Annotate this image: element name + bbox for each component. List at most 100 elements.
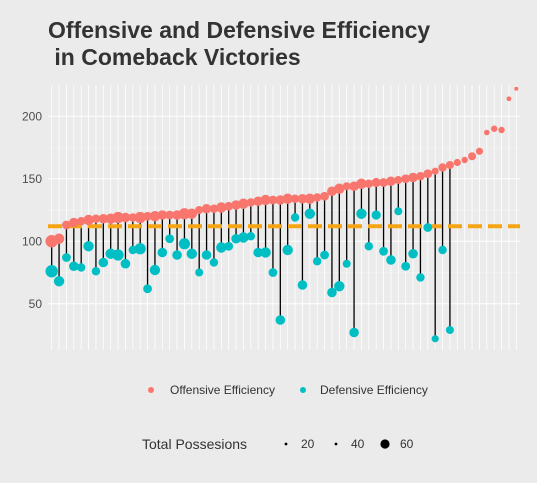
offensive-point bbox=[216, 202, 227, 213]
offensive-point bbox=[76, 217, 86, 226]
legend: Offensive Efficiency Defensive Efficiency… bbox=[142, 383, 428, 452]
offensive-point bbox=[386, 176, 396, 187]
defensive-point bbox=[423, 223, 433, 232]
defensive-point bbox=[394, 207, 403, 216]
defensive-point bbox=[386, 255, 396, 265]
defensive-point bbox=[342, 259, 351, 268]
defensive-point bbox=[327, 287, 337, 298]
size-legend-title: Total Possesions bbox=[142, 436, 247, 452]
defensive-point bbox=[209, 258, 219, 267]
offensive-point bbox=[165, 210, 175, 220]
defensive-point bbox=[282, 244, 293, 256]
y-tick-label: 100 bbox=[22, 234, 42, 248]
offensive-point bbox=[468, 152, 477, 161]
defensive-point bbox=[253, 247, 263, 258]
defensive-point bbox=[224, 241, 234, 251]
defensive-point bbox=[195, 268, 204, 277]
size-legend-key bbox=[334, 442, 338, 446]
offensive-point bbox=[195, 206, 204, 214]
defensive-point bbox=[216, 242, 227, 253]
defensive-point bbox=[201, 250, 212, 260]
defensive-point bbox=[134, 243, 146, 255]
defensive-point bbox=[45, 265, 58, 278]
offensive-point bbox=[334, 183, 345, 194]
offensive-point bbox=[186, 208, 198, 219]
defensive-point bbox=[431, 335, 439, 343]
defensive-point bbox=[238, 232, 249, 243]
defensive-point bbox=[53, 276, 65, 287]
offensive-point bbox=[438, 163, 447, 172]
defensive-point bbox=[334, 281, 345, 292]
offensive-point bbox=[498, 126, 505, 134]
size-legend-label: 20 bbox=[301, 437, 315, 451]
defensive-point bbox=[349, 327, 359, 338]
offensive-point bbox=[157, 210, 168, 220]
defensive-point bbox=[143, 284, 152, 294]
size-legend-label: 40 bbox=[351, 437, 365, 451]
offensive-point bbox=[91, 214, 101, 223]
defensive-point bbox=[297, 280, 308, 290]
offensive-point bbox=[53, 233, 65, 244]
offensive-point bbox=[379, 178, 388, 187]
offensive-point bbox=[342, 182, 351, 191]
offensive-point bbox=[445, 161, 454, 169]
offensive-point bbox=[461, 156, 468, 164]
offensive-point bbox=[453, 158, 461, 167]
offensive-point bbox=[371, 177, 381, 188]
defensive-point bbox=[120, 258, 131, 269]
offensive-point bbox=[143, 211, 152, 221]
defensive-point bbox=[312, 257, 322, 266]
defensive-point bbox=[246, 232, 256, 241]
chart-title-line-2: in Comeback Victories bbox=[48, 44, 301, 70]
defensive-point bbox=[91, 267, 101, 276]
offensive-point bbox=[128, 213, 138, 222]
y-tick-label: 200 bbox=[22, 109, 42, 123]
offensive-point bbox=[134, 211, 146, 224]
defensive-point bbox=[275, 315, 286, 325]
offensive-point bbox=[297, 193, 308, 204]
offensive-point bbox=[83, 214, 94, 226]
offensive-point bbox=[246, 198, 256, 207]
offensive-point bbox=[209, 204, 219, 213]
offensive-point bbox=[290, 194, 300, 203]
defensive-point bbox=[320, 250, 329, 260]
offensive-point bbox=[431, 167, 439, 175]
offensive-point bbox=[356, 178, 367, 189]
size-legend-label: 60 bbox=[400, 437, 414, 451]
defensive-point bbox=[356, 208, 367, 219]
offensive-point bbox=[408, 172, 418, 183]
offensive-point bbox=[112, 211, 124, 224]
offensive-point bbox=[416, 172, 425, 181]
defensive-point bbox=[165, 234, 175, 244]
offensive-point bbox=[475, 147, 484, 155]
defensive-point bbox=[290, 213, 300, 222]
offensive-point bbox=[490, 125, 498, 132]
offensive-point bbox=[238, 198, 249, 209]
offensive-point bbox=[201, 203, 212, 214]
defensive-point bbox=[98, 257, 109, 268]
offensive-point bbox=[423, 169, 433, 179]
offensive-point bbox=[401, 174, 411, 184]
defensive-point bbox=[445, 326, 454, 334]
defensive-point bbox=[62, 253, 71, 262]
offensive-point bbox=[260, 194, 271, 206]
defensive-point bbox=[371, 210, 381, 220]
offensive-point bbox=[98, 213, 109, 224]
chart-title-line-1: Offensive and Defensive Efficiency bbox=[48, 17, 430, 43]
offensive-point bbox=[282, 193, 293, 204]
defensive-point bbox=[268, 268, 278, 277]
defensive-point bbox=[172, 250, 182, 260]
size-legend-key bbox=[380, 439, 390, 449]
legend-key-offensive bbox=[148, 387, 154, 393]
legend-label-offensive: Offensive Efficiency bbox=[170, 383, 275, 397]
defensive-point bbox=[401, 261, 411, 271]
offensive-point bbox=[312, 193, 322, 202]
defensive-point bbox=[379, 246, 388, 256]
offensive-point bbox=[62, 220, 71, 230]
size-legend-key bbox=[284, 442, 288, 446]
legend-key-defensive bbox=[300, 387, 306, 393]
offensive-point bbox=[514, 86, 519, 91]
offensive-point bbox=[120, 212, 131, 223]
offensive-point bbox=[304, 193, 316, 204]
